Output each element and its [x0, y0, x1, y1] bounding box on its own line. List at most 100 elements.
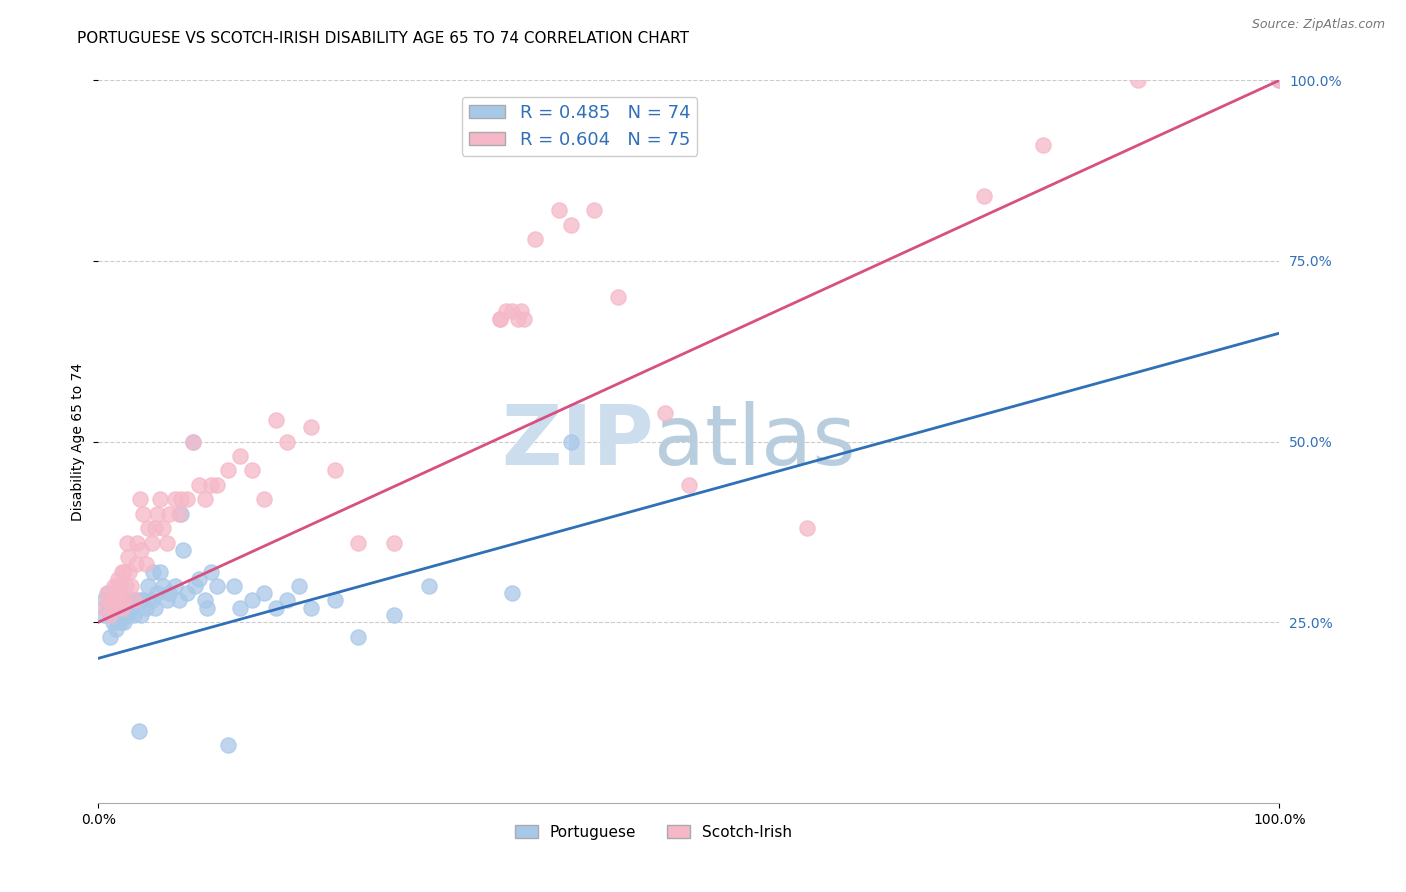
Point	[143, 521, 166, 535]
Point	[114, 579, 136, 593]
Point	[108, 593, 131, 607]
Point	[167, 507, 190, 521]
Point	[105, 593, 128, 607]
Point	[506, 311, 529, 326]
Point	[112, 600, 135, 615]
Point	[288, 579, 311, 593]
Point	[796, 521, 818, 535]
Point	[97, 586, 120, 600]
Point	[489, 311, 512, 326]
Point	[117, 593, 139, 607]
Point	[512, 311, 534, 326]
Point	[217, 463, 239, 477]
Point	[501, 586, 523, 600]
Point	[253, 586, 276, 600]
Point	[1268, 73, 1291, 87]
Point	[560, 434, 582, 449]
Text: ZIP: ZIP	[501, 401, 654, 482]
Point	[548, 203, 571, 218]
Point	[181, 434, 204, 449]
Point	[205, 579, 228, 593]
Point	[217, 738, 239, 752]
Point	[108, 579, 131, 593]
Point	[129, 542, 152, 557]
Point	[205, 478, 228, 492]
Point	[187, 478, 209, 492]
Legend: Portuguese, Scotch-Irish: Portuguese, Scotch-Irish	[509, 819, 799, 846]
Point	[132, 593, 155, 607]
Point	[105, 607, 128, 622]
Point	[276, 434, 298, 449]
Point	[105, 586, 128, 600]
Point	[347, 535, 370, 549]
Point	[96, 586, 118, 600]
Point	[121, 579, 143, 593]
Point	[111, 565, 134, 579]
Point	[495, 304, 517, 318]
Point	[93, 593, 115, 607]
Point	[108, 600, 131, 615]
Point	[125, 593, 148, 607]
Text: Source: ZipAtlas.com: Source: ZipAtlas.com	[1251, 18, 1385, 31]
Point	[101, 615, 124, 630]
Point	[122, 593, 145, 607]
Point	[382, 535, 405, 549]
Point	[607, 290, 630, 304]
Point	[157, 586, 180, 600]
Point	[146, 507, 169, 521]
Point	[229, 449, 252, 463]
Point	[98, 593, 121, 607]
Point	[112, 593, 135, 607]
Point	[176, 586, 198, 600]
Point	[107, 615, 129, 630]
Point	[176, 492, 198, 507]
Point	[165, 492, 187, 507]
Point	[111, 607, 134, 622]
Point	[127, 535, 149, 549]
Point	[111, 600, 134, 615]
Point	[264, 413, 287, 427]
Point	[101, 600, 124, 615]
Point	[149, 492, 172, 507]
Point	[200, 565, 222, 579]
Point	[489, 311, 512, 326]
Point	[135, 600, 157, 615]
Point	[347, 630, 370, 644]
Point	[112, 615, 135, 630]
Point	[299, 420, 322, 434]
Point	[141, 535, 163, 549]
Point	[117, 550, 139, 565]
Point	[299, 600, 322, 615]
Point	[132, 507, 155, 521]
Point	[187, 572, 209, 586]
Point	[170, 492, 193, 507]
Point	[167, 593, 190, 607]
Point	[323, 593, 346, 607]
Point	[253, 492, 276, 507]
Point	[98, 593, 121, 607]
Point	[98, 607, 121, 622]
Point	[136, 579, 159, 593]
Point	[194, 593, 217, 607]
Point	[141, 593, 163, 607]
Point	[583, 203, 606, 218]
Point	[142, 565, 165, 579]
Point	[276, 593, 298, 607]
Point	[146, 586, 169, 600]
Point	[240, 463, 263, 477]
Point	[184, 579, 207, 593]
Point	[152, 579, 174, 593]
Point	[510, 304, 533, 318]
Point	[149, 565, 172, 579]
Point	[240, 593, 263, 607]
Point	[103, 579, 125, 593]
Y-axis label: Disability Age 65 to 74: Disability Age 65 to 74	[72, 362, 86, 521]
Point	[172, 542, 194, 557]
Text: atlas: atlas	[654, 401, 855, 482]
Point	[165, 579, 187, 593]
Point	[112, 565, 135, 579]
Point	[115, 535, 138, 549]
Point	[128, 492, 150, 507]
Point	[98, 630, 121, 644]
Point	[122, 607, 145, 622]
